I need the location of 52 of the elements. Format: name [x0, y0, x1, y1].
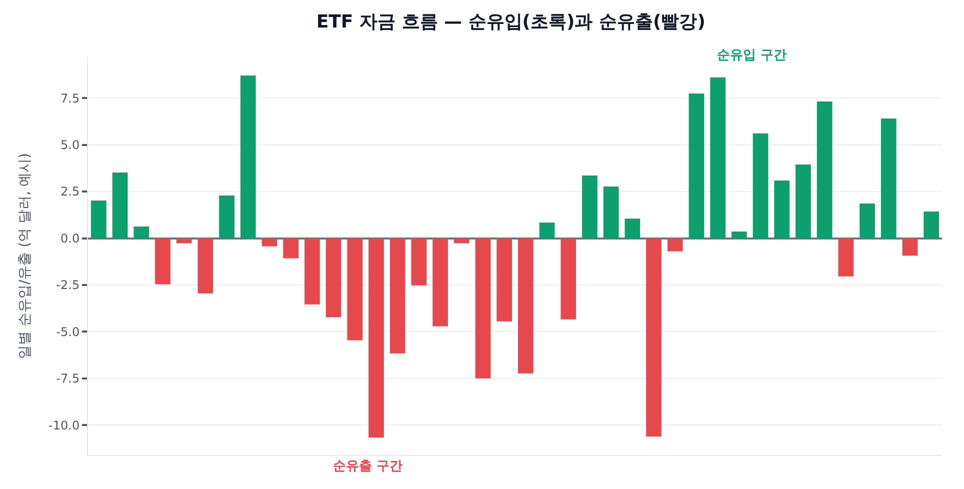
bar	[924, 212, 940, 238]
bar	[390, 238, 406, 354]
bar	[560, 238, 576, 320]
bar	[774, 180, 790, 238]
bar	[90, 200, 106, 238]
bar	[219, 195, 234, 238]
bar	[454, 238, 470, 244]
y-tick-label: 7.5	[60, 91, 80, 106]
bar	[475, 238, 491, 378]
bar	[368, 238, 384, 438]
y-tick-label: -2.5	[56, 278, 80, 292]
bar	[304, 238, 320, 304]
y-tick-label: 0.0	[60, 231, 80, 246]
bar	[347, 238, 363, 340]
annotation: 순유입 구간	[717, 48, 787, 63]
bar	[880, 118, 896, 238]
bar	[411, 238, 427, 286]
bar	[796, 164, 811, 238]
chart-title: ETF 자금 흐름 — 순유입(초록)과 순유출(빨강)	[316, 11, 706, 32]
bar	[240, 76, 256, 238]
bar	[262, 238, 278, 246]
bar	[326, 238, 342, 318]
bar	[539, 222, 555, 238]
bar	[838, 238, 854, 276]
bar	[155, 238, 170, 284]
bar	[198, 238, 214, 294]
bar	[603, 186, 619, 238]
y-tick-label: -5.0	[56, 324, 80, 339]
bar	[496, 238, 512, 322]
bar	[624, 218, 640, 238]
y-tick-label: 5.0	[60, 138, 80, 152]
bar	[283, 238, 299, 258]
bar	[731, 232, 747, 238]
text: 순유출 구간	[333, 459, 403, 474]
bar	[582, 175, 598, 238]
y-tick-label: 2.5	[60, 184, 80, 199]
bar	[432, 238, 448, 326]
y-axis-title: 일별 순유입/유출 (억 달러, 예시)	[17, 153, 34, 359]
bar	[176, 238, 192, 244]
bar	[518, 238, 534, 374]
bar	[710, 77, 726, 238]
bar	[688, 93, 704, 238]
bar	[816, 101, 832, 238]
bar	[860, 203, 875, 238]
bar	[902, 238, 918, 256]
bar	[112, 172, 128, 238]
y-tick-label: -10.0	[48, 418, 80, 432]
y-tick-label: -7.5	[56, 372, 80, 386]
bar	[646, 238, 662, 436]
bar	[752, 133, 768, 238]
bar	[667, 238, 683, 252]
bar	[134, 226, 150, 238]
